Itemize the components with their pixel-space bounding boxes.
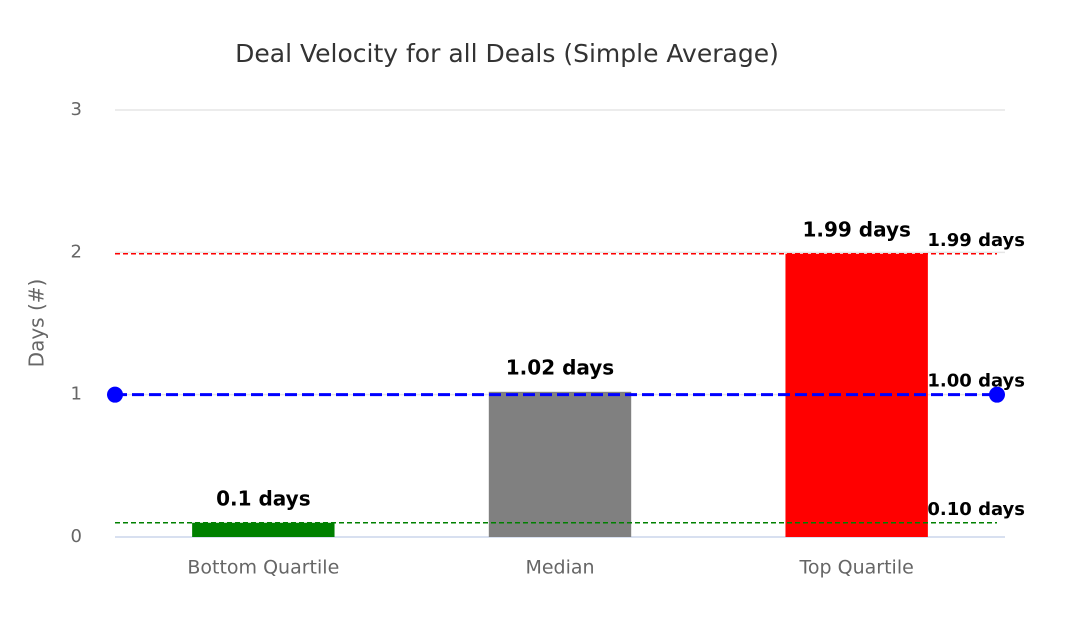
bar	[488, 391, 632, 537]
y-axis-label: Days (#)	[25, 279, 49, 368]
x-tick-label: Top Quartile	[799, 557, 914, 579]
data-label: 1.99 days	[802, 217, 910, 241]
x-tick-label: Median	[525, 557, 594, 579]
reference-label: 1.99 days	[927, 230, 1025, 251]
reference-marker	[107, 386, 123, 403]
data-label: 1.02 days	[506, 355, 614, 379]
y-tick-label: 1	[71, 384, 82, 405]
data-label: 0.1 days	[216, 486, 311, 510]
reference-label: 0.10 days	[927, 499, 1025, 520]
chart-title: Deal Velocity for all Deals (Simple Aver…	[235, 39, 779, 68]
bar	[192, 522, 335, 537]
x-tick-label: Bottom Quartile	[187, 557, 339, 579]
reference-label: 1.00 days	[927, 371, 1025, 392]
y-tick-label: 0	[71, 526, 82, 547]
y-tick-label: 3	[71, 99, 82, 120]
y-tick-label: 2	[71, 241, 82, 262]
reference-marker	[989, 386, 1005, 403]
